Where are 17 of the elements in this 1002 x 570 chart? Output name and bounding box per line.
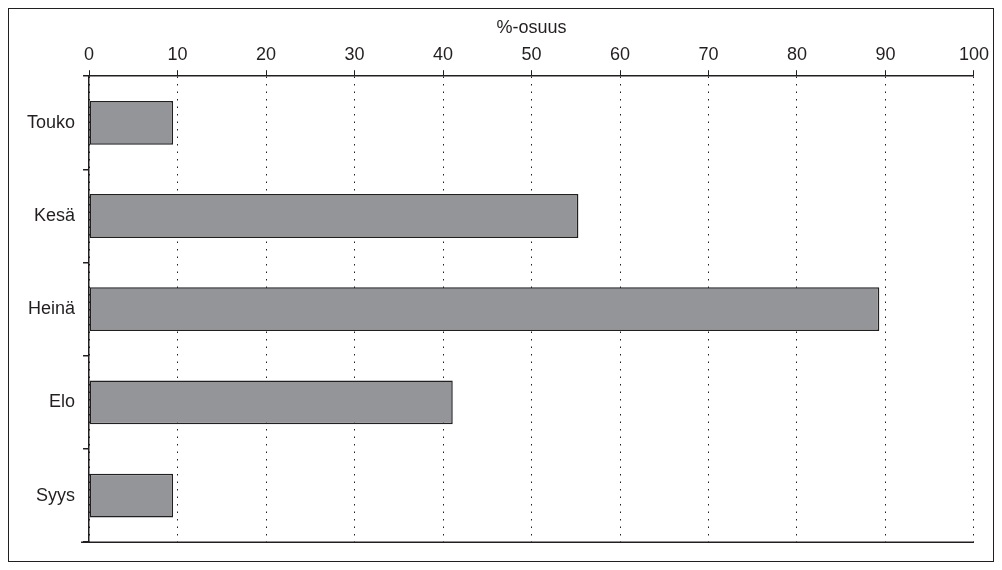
y-tick-label: Syys — [36, 484, 76, 505]
x-tick-label: 100 — [958, 44, 990, 65]
x-tick-label: 0 — [84, 44, 95, 65]
x-tick-label: 10 — [167, 44, 188, 65]
y-tick-label: Elo — [49, 391, 76, 412]
x-axis-title: %-osuus — [496, 16, 567, 37]
x-tick-label: 30 — [344, 44, 365, 65]
x-tick-label: 70 — [698, 44, 719, 65]
y-tick-label: Touko — [26, 111, 76, 132]
x-tick-label: 80 — [786, 44, 808, 65]
x-tick-label: 90 — [875, 44, 896, 65]
x-tick-label: 40 — [433, 44, 454, 65]
x-tick-label: 60 — [609, 44, 631, 65]
y-tick-label: Kesä — [34, 204, 77, 225]
y-tick-label: Heinä — [28, 298, 77, 319]
x-tick-label: 20 — [256, 44, 277, 65]
x-tick-label: 50 — [521, 44, 542, 65]
